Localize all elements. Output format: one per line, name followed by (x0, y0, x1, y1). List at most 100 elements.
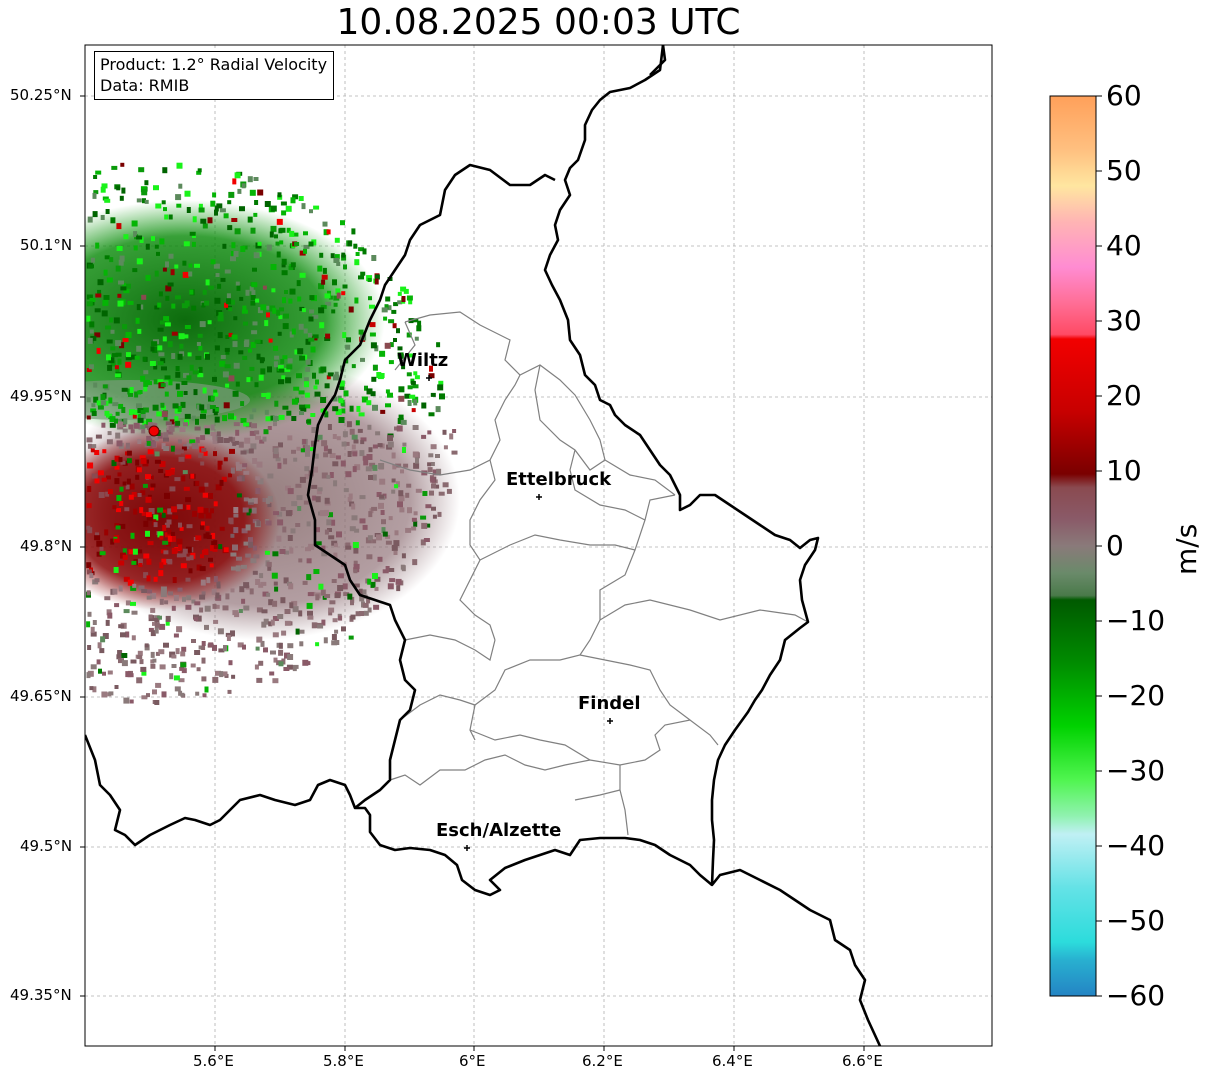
radar-pixel (428, 373, 435, 379)
radar-pixel (400, 286, 407, 292)
radar-pixel (311, 484, 318, 489)
radar-pixel (97, 642, 102, 649)
radar-pixel (423, 538, 430, 542)
radar-pixel (341, 441, 347, 447)
radar-pixel (228, 436, 233, 442)
radar-pixel (107, 431, 112, 436)
colorbar (1049, 95, 1097, 997)
radar-pixel (278, 649, 284, 656)
radar-pixel (228, 332, 233, 337)
radar-pixel (222, 243, 227, 249)
lon-tick-label: 6.4°E (712, 1052, 753, 1070)
radar-pixel (248, 348, 252, 353)
radar-pixel (107, 364, 113, 371)
radar-pixel (208, 557, 213, 562)
radar-pixel (199, 594, 206, 600)
radar-pixel (425, 523, 431, 528)
radar-pixel (186, 375, 192, 381)
radar-pixel (195, 437, 200, 444)
radar-pixel (104, 596, 111, 601)
radar-pixel (228, 191, 235, 198)
radar-pixel (427, 462, 432, 467)
radar-pixel (99, 546, 104, 551)
radar-pixel (254, 382, 259, 388)
radar-pixel (182, 470, 188, 475)
radar-pixel (136, 549, 143, 554)
radar-pixel (177, 587, 183, 592)
radar-pixel (326, 375, 331, 380)
radar-pixel (158, 291, 163, 297)
radar-pixel (273, 581, 278, 586)
radar-pixel (383, 316, 388, 321)
radar-pixel (296, 280, 301, 287)
radar-pixel (292, 232, 299, 237)
radar-pixel (114, 603, 120, 608)
radar-pixel (206, 535, 212, 539)
radar-pixel (345, 344, 351, 350)
radar-pixel (106, 475, 111, 480)
radar-pixel (192, 216, 197, 223)
radar-pixel (129, 387, 134, 393)
lat-tick-label: 49.65°N (10, 687, 72, 705)
city-marker-esch (464, 845, 470, 851)
radar-pixel (281, 630, 287, 636)
radar-pixel (86, 503, 92, 509)
radar-pixel (132, 414, 137, 419)
radar-pixel (389, 568, 395, 572)
radar-pixel (114, 523, 120, 528)
radar-pixel (214, 205, 219, 212)
radar-pixel (275, 241, 280, 246)
radar-pixel (420, 515, 427, 520)
radar-pixel (321, 619, 326, 626)
radar-pixel (137, 493, 142, 497)
radar-pixel (239, 206, 245, 212)
radar-pixel (281, 210, 287, 216)
radar-pixel (349, 428, 355, 435)
radar-pixel (219, 479, 224, 486)
radar-pixel (284, 290, 288, 294)
radar-pixel (249, 189, 256, 196)
radar-pixel (114, 685, 119, 689)
radar-pixel (153, 514, 159, 521)
radar-pixel (288, 298, 293, 304)
radar-pixel (114, 365, 119, 370)
radar-pixel (276, 218, 283, 225)
radar-pixel (174, 264, 179, 269)
radar-pixel (160, 358, 166, 364)
radar-pixel (123, 418, 128, 425)
radar-pixel (243, 422, 250, 427)
radar-pixel (169, 468, 175, 475)
radar-pixel (392, 323, 397, 329)
radar-pixel (185, 577, 191, 582)
radar-pixel (397, 300, 403, 305)
radar-pixel (157, 327, 164, 332)
radar-pixel (95, 242, 100, 249)
radar-pixel (236, 556, 242, 561)
radar-pixel (138, 585, 145, 591)
radar-pixel (176, 553, 183, 558)
radar-pixel (142, 420, 148, 427)
radar-pixel (287, 435, 293, 441)
radar-pixel (125, 483, 132, 490)
radar-pixel (262, 436, 267, 442)
radar-pixel (257, 478, 264, 485)
radar-pixel (86, 562, 92, 569)
radar-pixel (145, 379, 151, 384)
radar-pixel (122, 428, 128, 433)
radar-pixel (205, 525, 210, 531)
radar-pixel (219, 360, 226, 367)
radar-pixel (125, 671, 132, 678)
radar-pixel (412, 559, 418, 566)
radar-pixel (146, 693, 150, 698)
radar-pixel (406, 332, 412, 338)
plot-frame (84, 44, 993, 1047)
radar-pixel (165, 295, 170, 301)
radar-pixel (317, 624, 324, 629)
radar-pixel (205, 353, 210, 360)
radar-pixel (96, 400, 101, 406)
city-marker-findel (607, 718, 613, 724)
radar-pixel (223, 402, 230, 409)
radar-pixel (131, 635, 136, 641)
radar-pixel (421, 402, 427, 409)
radar-pixel (118, 585, 123, 592)
